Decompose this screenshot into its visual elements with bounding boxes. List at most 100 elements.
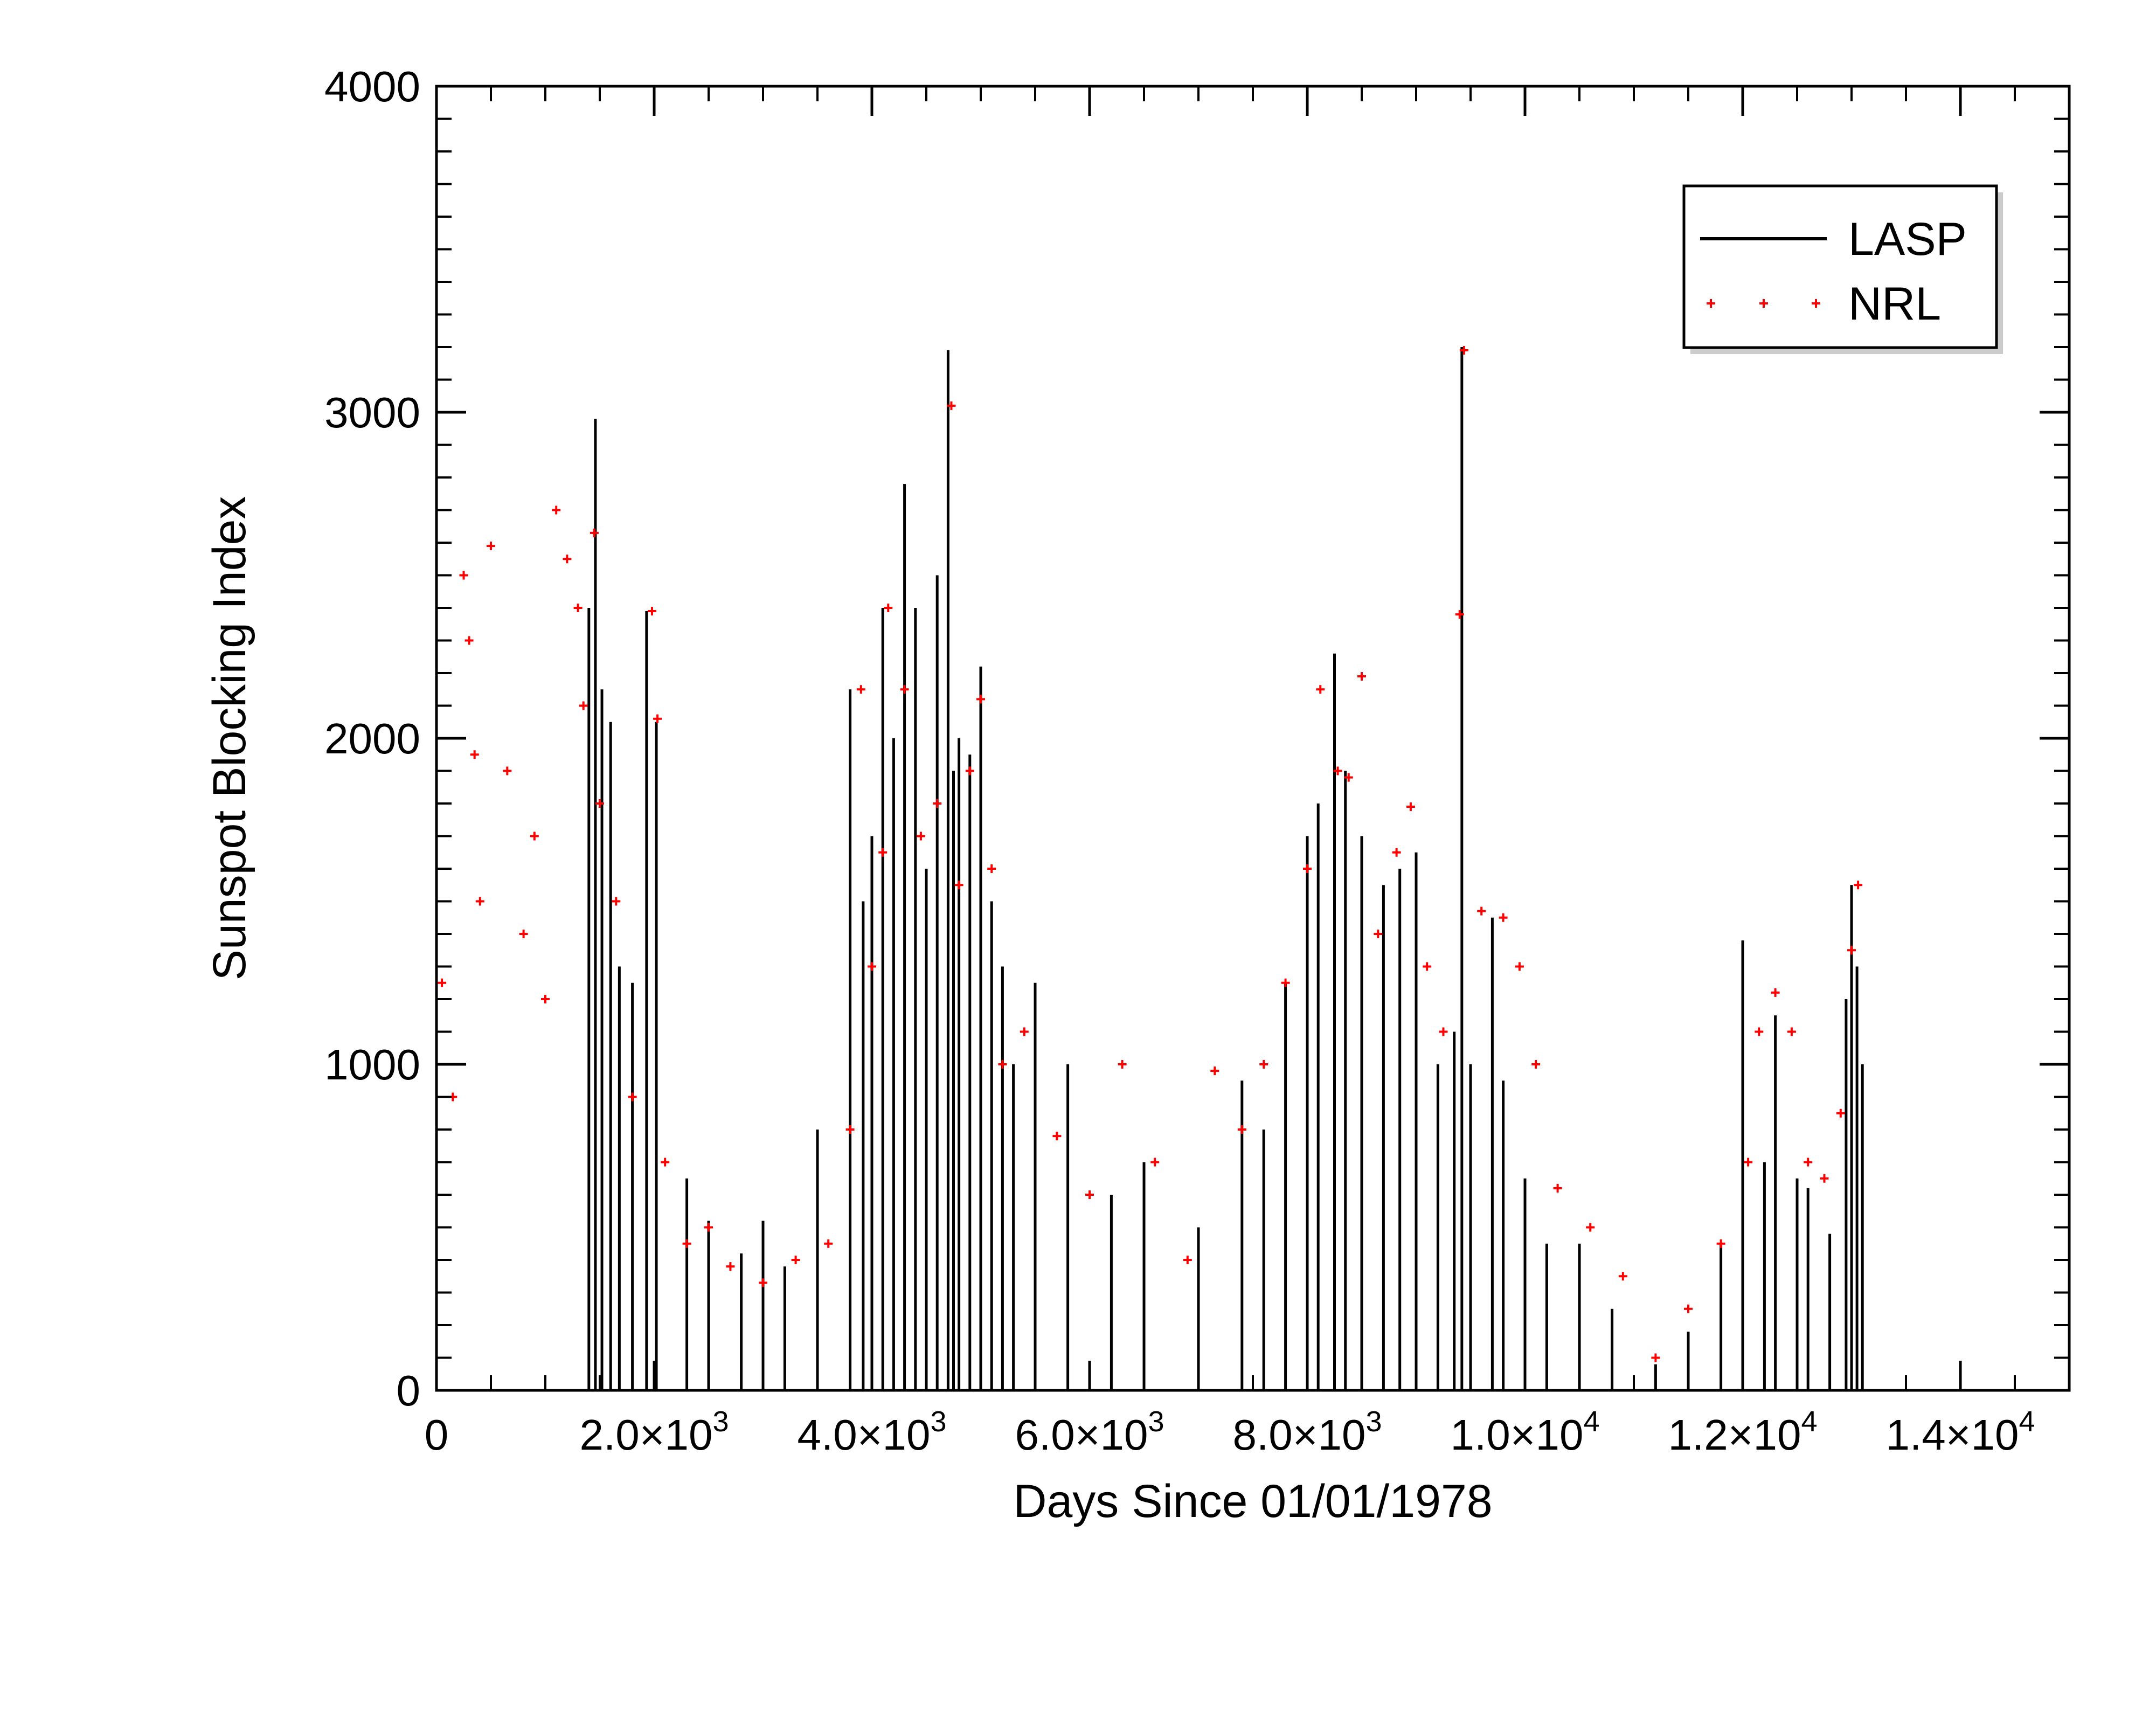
nrl-point [573,604,583,612]
nrl-point [1771,988,1780,997]
nrl-point [1406,802,1415,812]
nrl-point [1459,346,1468,355]
nrl-point [1316,685,1325,694]
nrl-point [1716,1239,1725,1248]
nrl-point [1150,1158,1160,1167]
nrl-point [1423,962,1432,971]
legend-nrl-marker [1759,299,1768,308]
nrl-point [628,1092,637,1101]
nrl-point [1499,913,1508,922]
nrl-point [470,750,479,759]
y-tick-label: 2000 [324,715,420,763]
nrl-point [1281,978,1290,987]
x-tick-label: 6.0×103 [1015,1405,1164,1459]
nrl-point [475,897,484,906]
nrl-point [1755,1027,1764,1036]
nrl-point [590,528,599,537]
x-tick-label: 2.0×103 [580,1405,729,1459]
nrl-point [704,1223,713,1232]
nrl-point [1651,1353,1660,1362]
x-tick-label: 0 [425,1411,449,1459]
nrl-point [976,695,985,704]
nrl-point [1553,1183,1562,1193]
legend-lasp-label: LASP [1848,213,1967,265]
nrl-point [1515,962,1524,971]
nrl-point [1052,1132,1062,1141]
nrl-point [1020,1027,1029,1036]
nrl-point [1374,930,1383,938]
nrl-point [487,542,495,551]
nrl-point [954,881,963,890]
nrl-point [682,1239,691,1248]
y-axis: 0 1000 2000 3000 4000 [324,63,2069,1415]
x-tick-label: 1.0×104 [1451,1405,1600,1459]
nrl-point [1531,1060,1541,1069]
legend: LASP NRL [1682,184,2003,354]
nrl-point [1259,1060,1268,1069]
nrl-point [1854,881,1863,890]
nrl-point [653,714,662,723]
nrl-point [647,607,656,616]
nrl-point [1183,1256,1192,1264]
y-tick-label: 0 [397,1367,421,1415]
nrl-point [933,799,942,808]
x-tick-label: 8.0×103 [1233,1405,1382,1459]
nrl-point [1439,1027,1448,1036]
plot-layer [438,346,1864,1390]
nrl-point [563,555,572,564]
nrl-point [661,1158,670,1167]
nrl-point [1787,1027,1796,1036]
y-axis-title: Sunspot Blocking Index [204,496,255,981]
nrl-point [1744,1158,1753,1167]
nrl-point [947,401,956,410]
nrl-point [1847,946,1856,955]
nrl-point [1455,610,1464,619]
nrl-point [541,995,550,1003]
nrl-point [965,766,974,775]
nrl-point [791,1256,800,1264]
nrl-point [595,799,604,808]
y-tick-label: 1000 [324,1041,420,1089]
nrl-point [519,930,528,938]
nrl-point [1085,1190,1094,1199]
x-tick-label: 4.0×103 [798,1405,947,1459]
nrl-point [1804,1158,1813,1167]
x-axis: 0 2.0×103 4.0×103 6.0×103 8.0×103 1.0×104 1.2×… [425,86,2035,1459]
nrl-point [1618,1272,1627,1281]
x-axis-title: Days Since 01/01/1978 [1013,1475,1492,1527]
x-tick-label: 1.2×104 [1668,1405,1818,1459]
nrl-point [465,636,474,645]
nrl-point [1333,766,1342,775]
nrl-point [1392,848,1401,857]
nrl-point [726,1262,735,1271]
nrl-point [845,1125,855,1134]
nrl-point [1357,672,1366,681]
nrl-point [1684,1304,1693,1313]
nrl-point [916,832,925,841]
nrl-point [503,766,512,775]
legend-nrl-marker [1707,299,1715,308]
legend-nrl-label: NRL [1848,278,1941,330]
nrl-point [459,571,468,580]
nrl-point [1344,773,1353,782]
nrl-point [1210,1066,1219,1076]
nrl-point [878,848,888,857]
x-tick-label: 1.4×104 [1886,1405,2035,1459]
nrl-point [998,1060,1007,1069]
nrl-point [1118,1060,1127,1069]
nrl-point [856,685,865,694]
nrl-point [900,685,909,694]
nrl-point [884,604,893,612]
nrl-point [824,1239,833,1248]
legend-nrl-marker [1812,299,1820,308]
nrl-point [552,505,561,515]
y-tick-label: 3000 [324,389,420,437]
nrl-point [1836,1109,1845,1118]
nrl-point [1820,1174,1829,1183]
nrl-point [1477,906,1486,916]
nrl-point [868,962,876,971]
nrl-point [987,864,996,873]
nrl-point [438,978,447,987]
nrl-point [1586,1223,1595,1232]
